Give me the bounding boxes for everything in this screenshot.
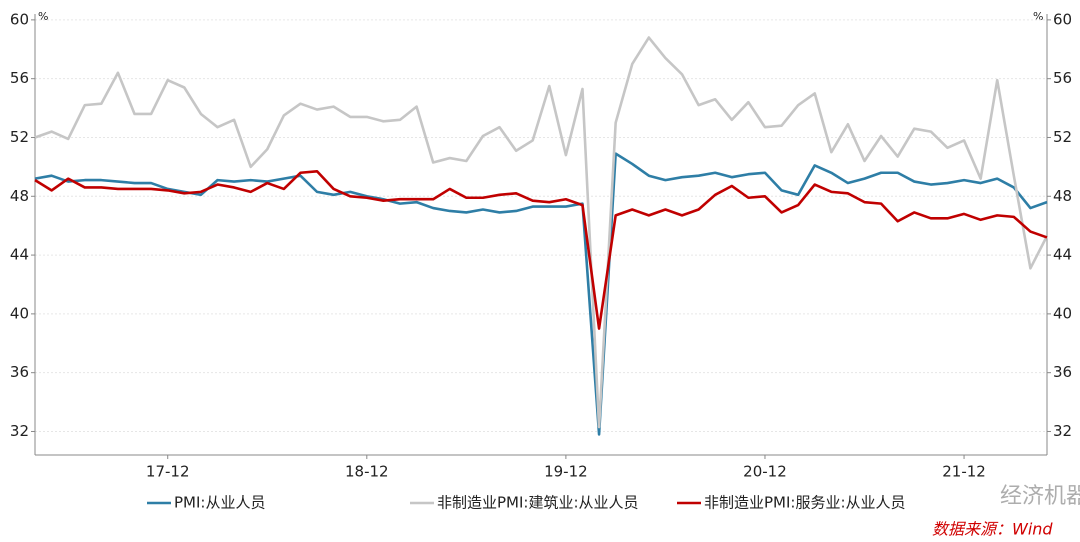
y-tick-label: 36 — [10, 363, 29, 381]
y-tick-label: 40 — [10, 304, 29, 322]
x-tick-label: 17-12 — [146, 463, 190, 481]
x-tick-label: 21-12 — [942, 463, 986, 481]
y2-unit: % — [1033, 10, 1043, 23]
y2-tick-label: 44 — [1053, 246, 1072, 264]
y2-tick-label: 36 — [1053, 363, 1072, 381]
legend-label: PMI:从业人员 — [174, 494, 265, 512]
y-tick-label: 56 — [10, 69, 29, 87]
y-tick-label: 44 — [10, 246, 29, 264]
y2-tick-label: 60 — [1053, 10, 1072, 28]
y-tick-label: 32 — [10, 422, 29, 440]
y2-tick-label: 40 — [1053, 304, 1072, 322]
legend-label: 非制造业PMI:建筑业:从业人员 — [437, 494, 639, 512]
source: 数据来源：Wind — [932, 520, 1053, 539]
x-tick-label: 19-12 — [544, 463, 588, 481]
series-line — [34, 36, 1049, 429]
series-line — [34, 169, 1048, 330]
series-line — [34, 152, 1048, 436]
y2-tick-label: 48 — [1053, 187, 1072, 205]
y-tick-label: 60 — [10, 10, 29, 28]
y-tick-label: 52 — [10, 128, 29, 146]
watermark: 经济机器 — [1000, 484, 1080, 509]
y2-tick-label: 56 — [1053, 69, 1072, 87]
x-tick-label: 18-12 — [345, 463, 389, 481]
y-unit: % — [38, 10, 48, 23]
x-tick-label: 20-12 — [743, 463, 787, 481]
y2-tick-label: 32 — [1053, 422, 1072, 440]
y2-tick-label: 52 — [1053, 128, 1072, 146]
legend-label: 非制造业PMI:服务业:从业人员 — [704, 494, 906, 512]
y-tick-label: 48 — [10, 187, 29, 205]
